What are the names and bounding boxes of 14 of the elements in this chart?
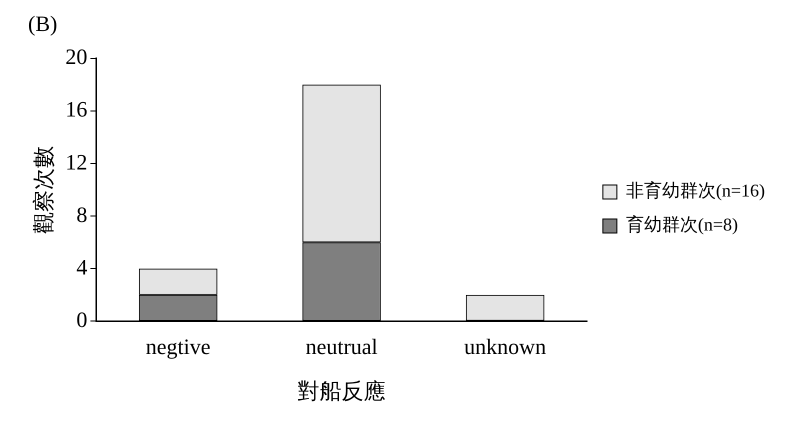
y-tick-label: 12 [65, 149, 88, 174]
y-tick-label: 16 [65, 96, 88, 122]
y-axis-title: 觀察次數 [30, 146, 56, 234]
chart-title: (B) [28, 10, 58, 36]
legend-label: 育幼群次(n=8) [626, 214, 738, 235]
y-tick-label: 4 [76, 254, 88, 280]
y-tick-label: 8 [76, 202, 88, 227]
x-tick-label: neutrual [306, 334, 378, 360]
y-tick-label: 20 [65, 44, 88, 70]
y-tick-label: 0 [76, 306, 88, 332]
x-axis-title: 對船反應 [298, 378, 386, 404]
legend-label: 非育幼群次(n=16) [626, 180, 766, 201]
x-tick-label: negtive [146, 334, 211, 360]
x-tick-label: unknown [464, 334, 546, 360]
